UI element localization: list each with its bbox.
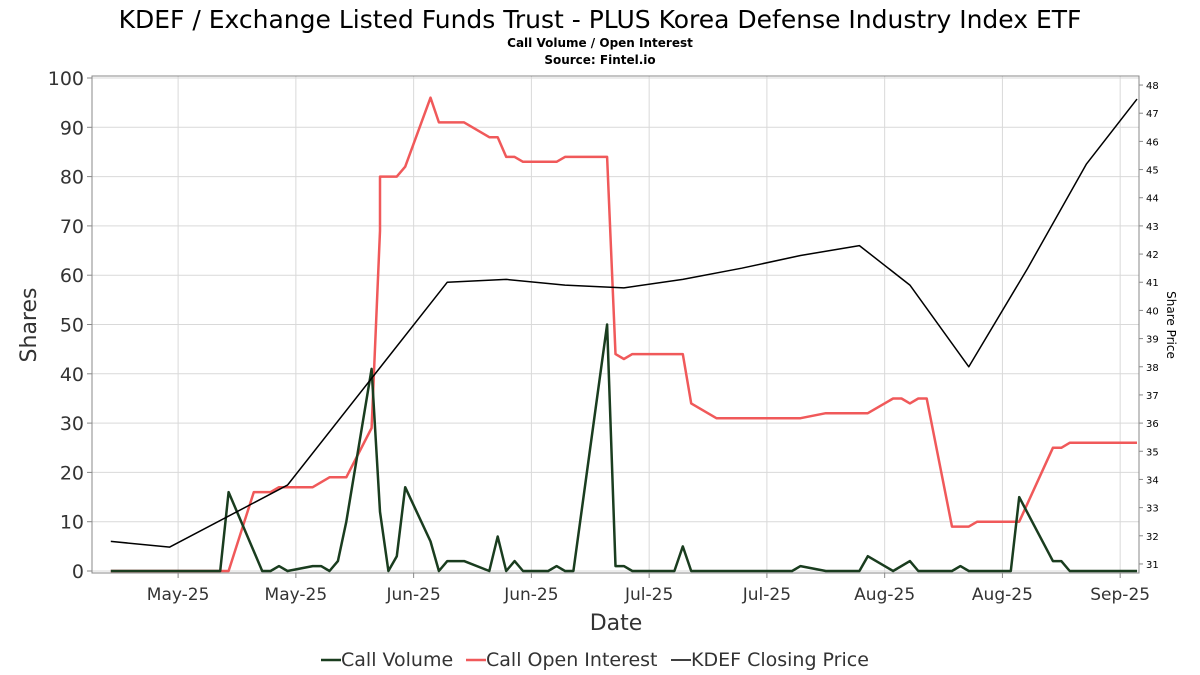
series-layer	[110, 96, 1138, 573]
y-tick-label-30: 30	[60, 413, 84, 435]
y2-tick-label-36: 36	[1146, 419, 1159, 430]
y-tick-label-100: 100	[48, 68, 84, 90]
y2-tick-label-47: 47	[1146, 109, 1159, 120]
y2-tick-label-38: 38	[1146, 363, 1159, 374]
axis-ticks: 0 10 20 30 40 50 60 70 80 90 100 31 32 33 34 35 36 37 38 39…	[48, 68, 1159, 605]
y-tick-label-0: 0	[72, 561, 84, 583]
y2-tick-label-34: 34	[1146, 475, 1159, 486]
chart-subtitle-line-1: Call Volume / Open Interest	[507, 36, 693, 50]
x-axis-label: Date	[590, 611, 643, 636]
y-tick-label-90: 90	[60, 117, 84, 139]
y-axis-label: Shares	[17, 288, 42, 363]
y2-tick-label-44: 44	[1146, 194, 1159, 205]
y2-tick-label-48: 48	[1146, 81, 1159, 92]
x-tick-label-5: Jul-25	[742, 585, 791, 605]
x-tick-label-3: Jun-25	[503, 585, 558, 605]
y-tick-label-20: 20	[60, 462, 84, 484]
chart-subtitle-line-2: Source: Fintel.io	[544, 53, 655, 67]
x-tick-label-7: Aug-25	[972, 585, 1033, 605]
chart-title: KDEF / Exchange Listed Funds Trust - PLU…	[119, 5, 1082, 34]
y2-tick-label-35: 35	[1146, 447, 1159, 458]
y2-tick-label-42: 42	[1146, 250, 1159, 261]
y2-tick-label-31: 31	[1146, 560, 1159, 571]
y2-tick-label-33: 33	[1146, 504, 1159, 515]
series-line-call-volume	[110, 323, 1137, 573]
x-tick-label-8: Sep-25	[1090, 585, 1150, 605]
y-tick-label-10: 10	[60, 512, 84, 534]
grid	[92, 76, 1139, 573]
x-tick-label-6: Aug-25	[854, 585, 915, 605]
y2-tick-label-39: 39	[1146, 335, 1159, 346]
legend-label-call-volume: Call Volume	[341, 649, 453, 671]
y2-tick-label-45: 45	[1146, 166, 1159, 177]
y2-tick-label-37: 37	[1146, 391, 1159, 402]
y-tick-label-70: 70	[60, 216, 84, 238]
y2-tick-label-40: 40	[1146, 306, 1159, 317]
legend-label-call-open-interest: Call Open Interest	[486, 649, 658, 671]
y-tick-label-50: 50	[60, 315, 84, 337]
y-tick-label-40: 40	[60, 364, 84, 386]
legend: Call Volume Call Open Interest KDEF Clos…	[321, 649, 869, 671]
y2-tick-label-43: 43	[1146, 222, 1159, 233]
legend-label-kdef-closing-price: KDEF Closing Price	[691, 649, 869, 671]
x-tick-label-4: Jul-25	[624, 585, 673, 605]
x-tick-label-1: May-25	[265, 585, 328, 605]
y2-tick-label-32: 32	[1146, 532, 1159, 543]
series-line-call-open-interest	[110, 96, 1137, 573]
x-tick-label-2: Jun-25	[385, 585, 440, 605]
y-tick-label-80: 80	[60, 167, 84, 189]
y2-tick-label-41: 41	[1146, 278, 1159, 289]
x-tick-label-0: May-25	[147, 585, 210, 605]
y-tick-label-60: 60	[60, 265, 84, 287]
y2-axis-label: Share Price	[1164, 291, 1178, 359]
y2-tick-label-46: 46	[1146, 137, 1159, 148]
series-line-kdef-closing-price	[110, 98, 1138, 548]
